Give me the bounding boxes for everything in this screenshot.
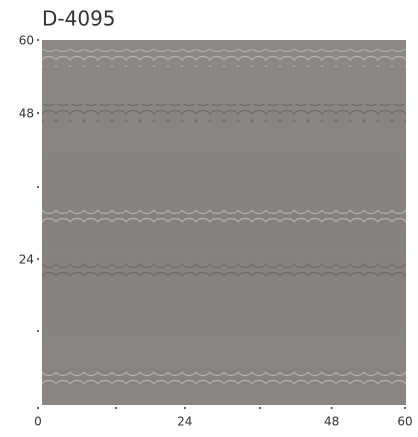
x-tick-label: 24: [177, 415, 192, 429]
x-tick-label: 60: [397, 415, 412, 429]
y-tick-mark: [37, 258, 39, 260]
y-tick-label: 60: [19, 34, 34, 48]
y-tick-label: 48: [19, 107, 34, 121]
rug-image: [42, 40, 406, 405]
x-tick-mark: [330, 407, 333, 409]
y-tick-mark: [37, 39, 39, 41]
x-tick-label: 0: [34, 415, 42, 429]
x-tick-mark: [404, 407, 406, 409]
y-tick-label: 24: [19, 253, 34, 267]
x-tick-label: 48: [324, 415, 339, 429]
y-tick-mark: [37, 112, 39, 114]
title: D-4095: [42, 7, 116, 31]
minor-dots: [37, 186, 261, 409]
x-tick-mark: [37, 407, 39, 409]
x-tick-mark: [183, 407, 186, 409]
